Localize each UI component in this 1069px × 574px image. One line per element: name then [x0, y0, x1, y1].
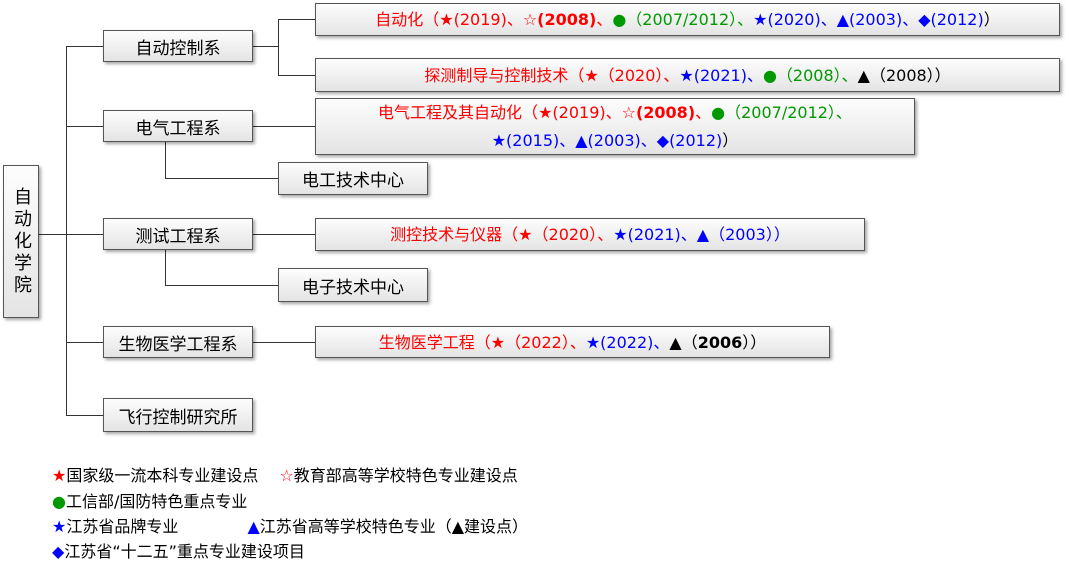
text-segment: ●（2007/2012）、	[612, 10, 754, 29]
text-segment: ●	[52, 492, 66, 511]
root-label: 自动化学院	[11, 186, 32, 297]
dept-electrical-engineering: 电气工程系	[103, 110, 253, 142]
root-node-college: 自动化学院	[3, 165, 39, 318]
text-segment: ★(2019)、☆	[538, 103, 636, 123]
major-guidance-control: 探测制导与控制技术（ ★（2020）、 ★(2021)、 ●（2008）、 ▲（2008…	[315, 58, 1060, 92]
connector	[253, 46, 278, 47]
major-measurement-instruments: 测控技术与仪器（ ★（2020）、 ★(2021)、▲（2003））	[315, 218, 865, 251]
legend-row: ◆江苏省“十二五”重点专业建设项目	[52, 538, 305, 562]
text-segment: 、	[695, 103, 712, 123]
center-electronic-tech: 电子技术中心	[278, 268, 428, 302]
dept-flight-control-institute: 飞行控制研究所	[103, 398, 253, 432]
connector	[165, 178, 278, 179]
connector	[66, 234, 103, 235]
connector	[66, 342, 103, 343]
text-segment: 电气工程及其自动化（	[378, 103, 539, 123]
text-segment: 探测制导与控制技术（	[424, 65, 585, 85]
text-segment: ☆	[522, 10, 538, 29]
text-segment: ★	[52, 466, 67, 485]
major-biomedical-engineering: 生物医学工程（ ★（2022）、 ★(2022)、 ▲（ 2006））	[315, 326, 830, 358]
connector	[165, 285, 278, 286]
text-segment: ））	[742, 332, 767, 352]
center-electrical-tech: 电工技术中心	[278, 162, 428, 195]
text-segment: 国家级一流本科专业建设点	[66, 466, 259, 485]
connector	[278, 75, 315, 76]
text-segment: 江苏省品牌专业	[66, 517, 248, 536]
text-segment: ★(2021)、▲（2003））	[613, 225, 790, 244]
text-segment: ◆	[52, 542, 65, 561]
connector	[165, 250, 166, 285]
text-segment: ★（2020）、	[584, 65, 680, 85]
text-segment: ★(2021)、	[679, 65, 763, 85]
major-automation: 自动化（ ★(2019)、 ☆ (2008)、 ●（2007/2012）、 ★(2020)…	[315, 3, 1060, 36]
legend-row: ★江苏省品牌专业 ▲江苏省高等学校特色专业（▲建设点）	[52, 513, 528, 537]
connector	[66, 46, 103, 47]
text-segment: (2008)	[635, 103, 696, 123]
text-segment: 江苏省高等学校特色专业（▲建设点）	[259, 517, 529, 536]
text-segment: 教育部高等学校特色专业建设点	[293, 466, 518, 485]
connector	[278, 19, 279, 75]
dept-measurement-engineering: 测试工程系	[103, 218, 253, 250]
connector	[165, 142, 166, 178]
major-electrical-automation: 电气工程及其自动化（ ★(2019)、☆ (2008)、 ●（2007/2012）、 ★…	[315, 98, 915, 155]
connector	[66, 126, 103, 127]
connector	[38, 234, 66, 235]
text-segment: ★（2020）、	[518, 225, 614, 244]
dept-biomedical-engineering: 生物医学工程系	[103, 326, 253, 358]
connector	[66, 415, 103, 416]
legend-row: ★国家级一流本科专业建设点 ☆教育部高等学校特色专业建设点	[52, 462, 518, 486]
text-segment: 生物医学工程（	[378, 332, 491, 352]
connector	[66, 46, 67, 416]
text-segment: ★(2015)、▲(2003)、◆(2012)	[491, 130, 723, 150]
text-segment: 测控技术与仪器（	[390, 225, 519, 244]
connector	[253, 342, 315, 343]
text-segment: 江苏省“十二五”重点专业建设项目	[64, 542, 305, 561]
text-segment: 工信部/国防特色重点专业	[65, 492, 248, 511]
text-segment: ★（2022）、	[490, 332, 586, 352]
connector	[278, 19, 315, 20]
text-segment: ●（2007/2012）、	[711, 103, 852, 123]
connector	[253, 126, 315, 127]
legend-row: ●工信部/国防特色重点专业	[52, 488, 247, 512]
text-segment: (2008)	[537, 10, 597, 29]
text-segment: ▲	[247, 517, 260, 536]
text-segment: 2006	[697, 332, 743, 352]
connector	[253, 234, 315, 235]
text-segment: 、	[596, 10, 613, 29]
text-segment: ★(2022)、	[585, 332, 670, 352]
text-segment: ☆	[258, 466, 294, 485]
text-segment: ）	[983, 10, 1000, 29]
text-segment: ▲（	[669, 332, 698, 352]
text-segment: ●（2008）、	[762, 65, 858, 85]
text-segment: ★(2020)、▲(2003)、◆(2012)	[753, 10, 984, 29]
text-segment: 自动化（	[375, 10, 440, 29]
text-segment: ★	[52, 517, 67, 536]
text-segment: ★(2019)、	[439, 10, 523, 29]
text-segment: ）	[722, 130, 739, 150]
dept-automatic-control: 自动控制系	[103, 30, 253, 62]
text-segment: ▲（2008））	[857, 65, 951, 85]
